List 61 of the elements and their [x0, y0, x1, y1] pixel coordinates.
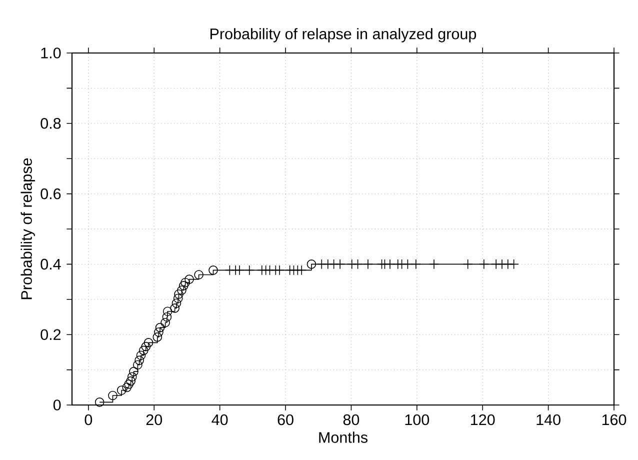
point: [428, 259, 440, 270]
point: [244, 265, 254, 276]
point: [174, 289, 184, 299]
point: [296, 265, 307, 276]
point: [127, 372, 137, 382]
point: [129, 366, 138, 376]
point: [162, 306, 172, 316]
point: [141, 342, 151, 352]
point: [234, 265, 245, 276]
point: [384, 259, 396, 270]
point: [410, 259, 421, 270]
point: [134, 356, 144, 365]
point: [116, 386, 126, 395]
point: [172, 298, 182, 308]
point: [462, 259, 473, 270]
chart-title: Probability of relapse in analyzed group: [210, 28, 476, 42]
point: [170, 304, 180, 313]
x-tick-label: 80: [343, 414, 360, 426]
x-tick-label: 0: [84, 414, 92, 426]
point: [154, 327, 164, 337]
point: [402, 259, 413, 270]
point: [138, 346, 148, 356]
point: [136, 350, 146, 360]
point: [177, 286, 186, 295]
point: [144, 338, 154, 348]
y-tick-label: 0.2: [40, 329, 61, 340]
y-tick-label: 0.4: [40, 258, 61, 270]
point: [478, 259, 489, 270]
point: [173, 294, 183, 303]
point: [160, 318, 170, 328]
point: [108, 390, 118, 400]
point: [126, 376, 136, 386]
point: [152, 332, 162, 342]
point: [124, 380, 134, 389]
point: [335, 259, 346, 270]
x-tick-label: 120: [471, 414, 495, 426]
y-tick-label: 0.6: [40, 188, 61, 200]
point: [162, 312, 172, 322]
x-tick-label: 160: [602, 414, 626, 426]
x-tick-label: 60: [278, 414, 294, 426]
point: [180, 278, 190, 288]
point: [122, 382, 132, 392]
y-tick-label: 1.0: [41, 48, 61, 58]
x-tick-label: 140: [536, 414, 560, 426]
y-tick-label: 0: [53, 400, 61, 410]
y-tick-label: 0.8: [40, 118, 61, 129]
point: [155, 322, 165, 332]
x-axis-title: Months: [319, 432, 368, 443]
x-tick-label: 20: [146, 414, 162, 426]
point: [352, 259, 363, 270]
point: [133, 360, 142, 370]
point: [362, 259, 374, 270]
x-tick-label: 40: [212, 414, 228, 426]
point: [184, 274, 194, 284]
point: [179, 281, 188, 290]
point: [194, 270, 204, 280]
point: [508, 259, 519, 270]
point: [208, 266, 218, 275]
y-axis-title: Probability of relapse: [20, 158, 35, 300]
point: [94, 398, 104, 407]
x-tick-label: 100: [405, 414, 430, 426]
